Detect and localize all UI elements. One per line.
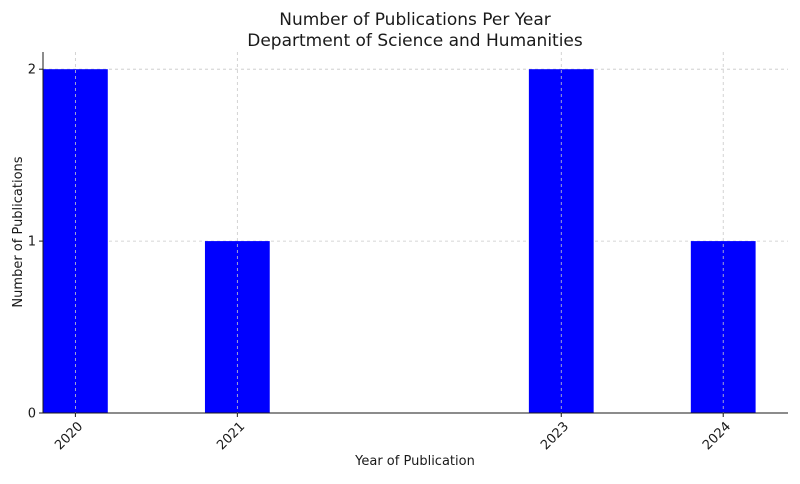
- axes: [42, 52, 788, 414]
- y-axis-label: Number of Publications: [11, 156, 26, 307]
- x-tick-label: 2023: [538, 419, 572, 453]
- y-tick-label: 0: [28, 407, 36, 422]
- x-tick-label: 2024: [700, 419, 734, 453]
- bar: [204, 241, 270, 413]
- y-tick-label: 2: [28, 63, 36, 78]
- x-tick-label: 2021: [214, 419, 248, 453]
- chart-title: Number of Publications Per Year: [279, 10, 551, 30]
- ticks: 0 1 2 2020 2021 2023 2024: [28, 63, 734, 454]
- x-tick-label: 2020: [52, 419, 86, 453]
- y-tick-label: 1: [28, 235, 36, 250]
- bar: [690, 241, 756, 413]
- x-axis-label: Year of Publication: [354, 454, 475, 469]
- grid: [43, 68, 788, 242]
- vertical-grid: [74, 52, 724, 413]
- chart-subtitle: Department of Science and Humanities: [247, 31, 583, 51]
